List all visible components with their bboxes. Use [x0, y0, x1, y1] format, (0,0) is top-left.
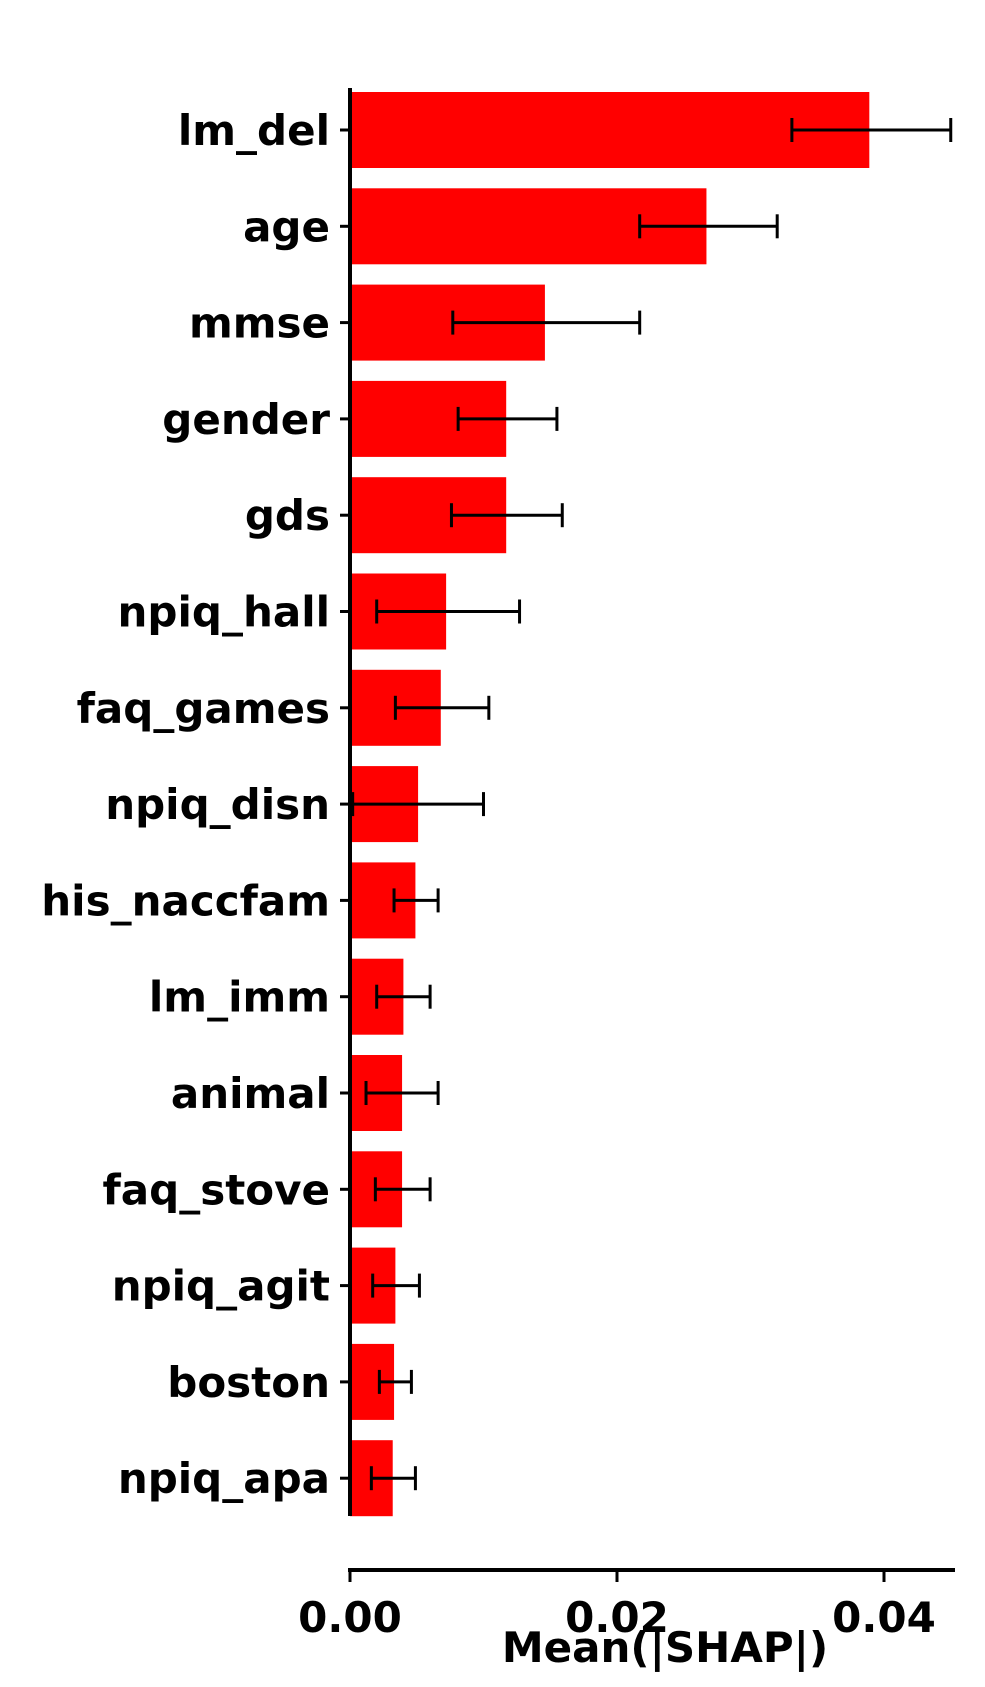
y-tick-label-lm_imm: lm_imm [149, 973, 330, 1022]
y-tick-label-npiq_disn: npiq_disn [105, 780, 330, 829]
y-tick-label-animal: animal [171, 1069, 330, 1118]
y-tick-label-boston: boston [167, 1358, 330, 1407]
errorbar-his_naccfam [392, 888, 440, 913]
y-tick-label-npiq_agit: npiq_agit [112, 1262, 330, 1311]
y-tick-label-faq_games: faq_games [77, 684, 330, 733]
errorbar-faq_games [393, 695, 491, 720]
y-tick-label-age: age [243, 202, 330, 251]
bar-lm_del [350, 92, 870, 168]
errorbar-gender [456, 406, 559, 431]
y-tick-label-lm_del: lm_del [178, 106, 330, 155]
y-tick-label-npiq_hall: npiq_hall [118, 588, 330, 637]
y-tick-label-gds: gds [245, 491, 330, 540]
x-tick-label: 0.02 [565, 1593, 669, 1642]
errorbar-npiq_disn [351, 792, 485, 817]
errorbar-npiq_hall [375, 599, 522, 624]
x-ticks: 0.00 0.02 0.04 [298, 1570, 936, 1642]
errorbars-group [351, 118, 953, 1491]
x-tick-label: 0.00 [298, 1593, 402, 1642]
errorbar-animal [364, 1081, 440, 1105]
x-tick-label: 0.04 [832, 1593, 936, 1642]
y-tick-label-npiq_apa: npiq_apa [118, 1454, 330, 1503]
errorbar-npiq_apa [369, 1466, 417, 1491]
y-tick-label-faq_stove: faq_stove [103, 1165, 330, 1214]
errorbar-faq_stove [373, 1177, 432, 1202]
errorbar-mmse [451, 310, 642, 335]
errorbar-lm_del [790, 118, 953, 142]
errorbar-gds [449, 503, 564, 528]
y-tick-label-mmse: mmse [189, 299, 330, 348]
y-tick-label-his_naccfam: his_naccfam [41, 876, 330, 925]
errorbar-age [638, 214, 779, 239]
errorbar-npiq_agit [371, 1273, 421, 1298]
errorbar-boston [377, 1369, 413, 1394]
x-axis-label: Mean(|SHAP|) [502, 1623, 828, 1672]
errorbar-lm_imm [375, 984, 432, 1009]
y-tick-label-gender: gender [162, 395, 330, 444]
